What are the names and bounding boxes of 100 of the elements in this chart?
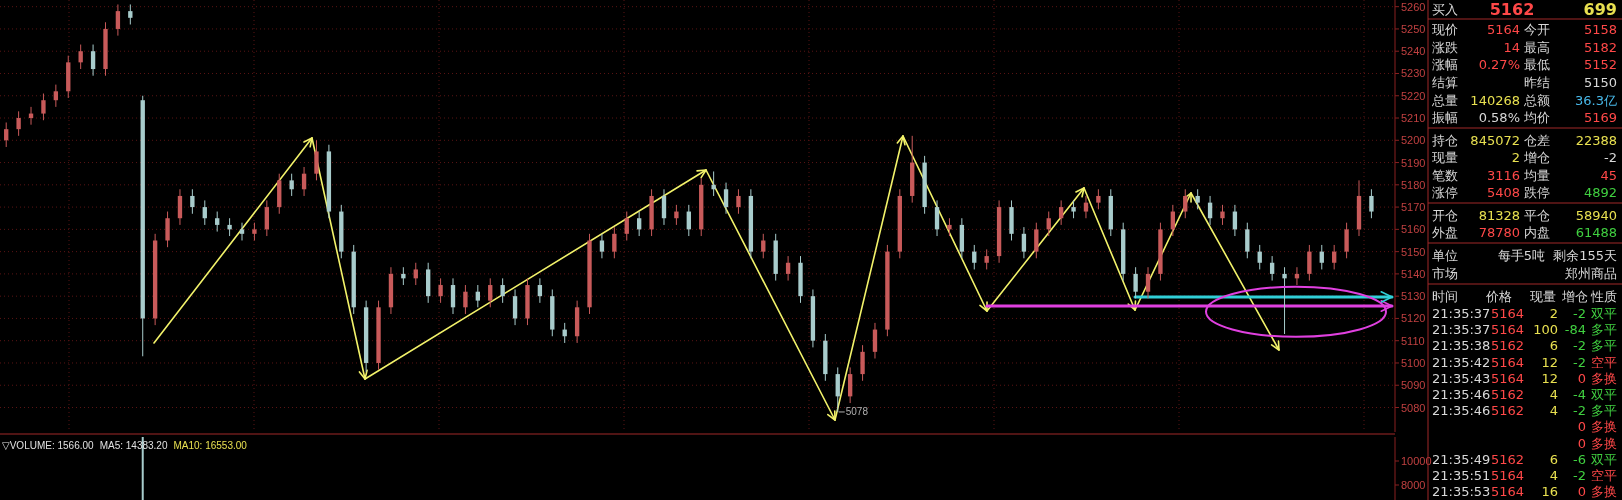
candlestick	[847, 366, 853, 404]
text: 5162	[1490, 451, 1524, 467]
text: 增仓	[1561, 289, 1588, 304]
y-tick-label: 5220	[1401, 89, 1426, 102]
text: 21:35:46	[1432, 403, 1491, 419]
candlestick	[934, 199, 940, 237]
candlestick	[1021, 226, 1027, 259]
text: 空平	[1591, 468, 1617, 483]
candlestick	[785, 255, 791, 282]
text: 6	[1549, 338, 1558, 354]
candlestick	[78, 44, 83, 70]
candlestick	[239, 222, 245, 241]
text: 12	[1541, 354, 1558, 370]
text: 5164	[1486, 22, 1520, 37]
y-tick-label: 5100	[1401, 356, 1426, 369]
text: 多换	[1591, 435, 1617, 451]
annotation: 5078	[845, 405, 869, 417]
text: 5162	[1490, 338, 1524, 354]
text: 最低	[1524, 57, 1550, 72]
text: 0	[1577, 370, 1586, 386]
text: 21:35:37	[1432, 322, 1491, 338]
text: 外盘	[1432, 225, 1458, 240]
text: 涨幅	[1432, 57, 1458, 72]
text: -2	[1573, 306, 1586, 321]
candlestick	[500, 277, 505, 304]
text: 双平	[1591, 387, 1617, 402]
text: 最高	[1524, 40, 1550, 55]
text: 跌停	[1524, 185, 1550, 200]
candlestick	[177, 188, 183, 226]
text: 14	[1503, 40, 1520, 55]
text: -2	[1604, 150, 1617, 165]
candlestick	[537, 277, 543, 304]
text: 多平	[1591, 322, 1617, 338]
text: 5169	[1583, 110, 1617, 125]
text: 总量	[1431, 93, 1458, 108]
text: 平仓	[1524, 208, 1550, 223]
text: 21:35:43	[1432, 370, 1491, 386]
candlestick	[872, 322, 878, 360]
text: 140268	[1470, 93, 1520, 108]
candlestick	[1058, 199, 1064, 226]
text: 0.27%	[1478, 57, 1520, 72]
y-tick-label: 5080	[1401, 401, 1426, 414]
candlestick	[761, 233, 766, 259]
candlestick	[128, 3, 133, 25]
candlestick	[41, 93, 46, 121]
text: 3116	[1486, 168, 1520, 183]
text: -2	[1573, 338, 1586, 354]
text: 845072	[1470, 133, 1520, 148]
candlestick	[475, 284, 480, 308]
text: 0	[1577, 419, 1586, 435]
candlestick	[1319, 244, 1324, 270]
text: 5150	[1583, 75, 1617, 90]
y-tick-label: 5170	[1401, 201, 1426, 214]
text: 5164	[1490, 354, 1524, 370]
candlestick	[1034, 222, 1039, 259]
text: 空平	[1591, 354, 1617, 370]
text: 仓差	[1524, 133, 1550, 148]
text: 5164	[1490, 484, 1524, 500]
text: 0	[1577, 484, 1586, 500]
candlestick	[723, 182, 729, 215]
text: 21:35:37	[1432, 306, 1491, 321]
candlestick	[612, 226, 617, 259]
candlestick	[463, 284, 468, 315]
text: 买入	[1432, 2, 1458, 17]
text: 5164	[1490, 306, 1524, 321]
text: 5162	[1489, 0, 1535, 19]
text: 21:35:53	[1432, 484, 1491, 500]
candlestick	[860, 344, 865, 382]
text: 58940	[1575, 208, 1617, 223]
text: 16	[1541, 484, 1558, 500]
text: 开仓	[1432, 208, 1458, 223]
text: 100	[1533, 322, 1558, 338]
candlestick	[1195, 188, 1200, 210]
text: 699	[1583, 0, 1617, 19]
text: 郑州商品	[1565, 266, 1617, 281]
text: 总额	[1523, 93, 1550, 108]
text: 多平	[1591, 338, 1617, 354]
candlestick	[450, 277, 456, 315]
text: 61488	[1575, 225, 1617, 240]
text: 78780	[1478, 225, 1520, 240]
y-tick-label: 5180	[1401, 178, 1426, 191]
candlestick	[16, 110, 21, 137]
candlestick	[711, 170, 716, 197]
text: 5152	[1583, 57, 1617, 72]
candlestick	[1257, 244, 1262, 270]
text: 现量	[1530, 289, 1556, 304]
candlestick	[1245, 222, 1250, 259]
candlestick	[599, 233, 605, 259]
text: 性质	[1590, 289, 1617, 304]
text: 5164	[1490, 322, 1524, 338]
y-tick-label: 5150	[1401, 245, 1426, 258]
text: 持仓	[1432, 133, 1458, 148]
text: 21:35:42	[1432, 354, 1491, 370]
text: 4	[1549, 403, 1558, 419]
text: 21:35:51	[1432, 468, 1491, 483]
candlestick	[438, 277, 443, 304]
candlestick	[1307, 244, 1312, 282]
candlestick	[165, 211, 170, 248]
candlestick	[624, 211, 629, 241]
y-tick-label: 5260	[1401, 0, 1426, 13]
